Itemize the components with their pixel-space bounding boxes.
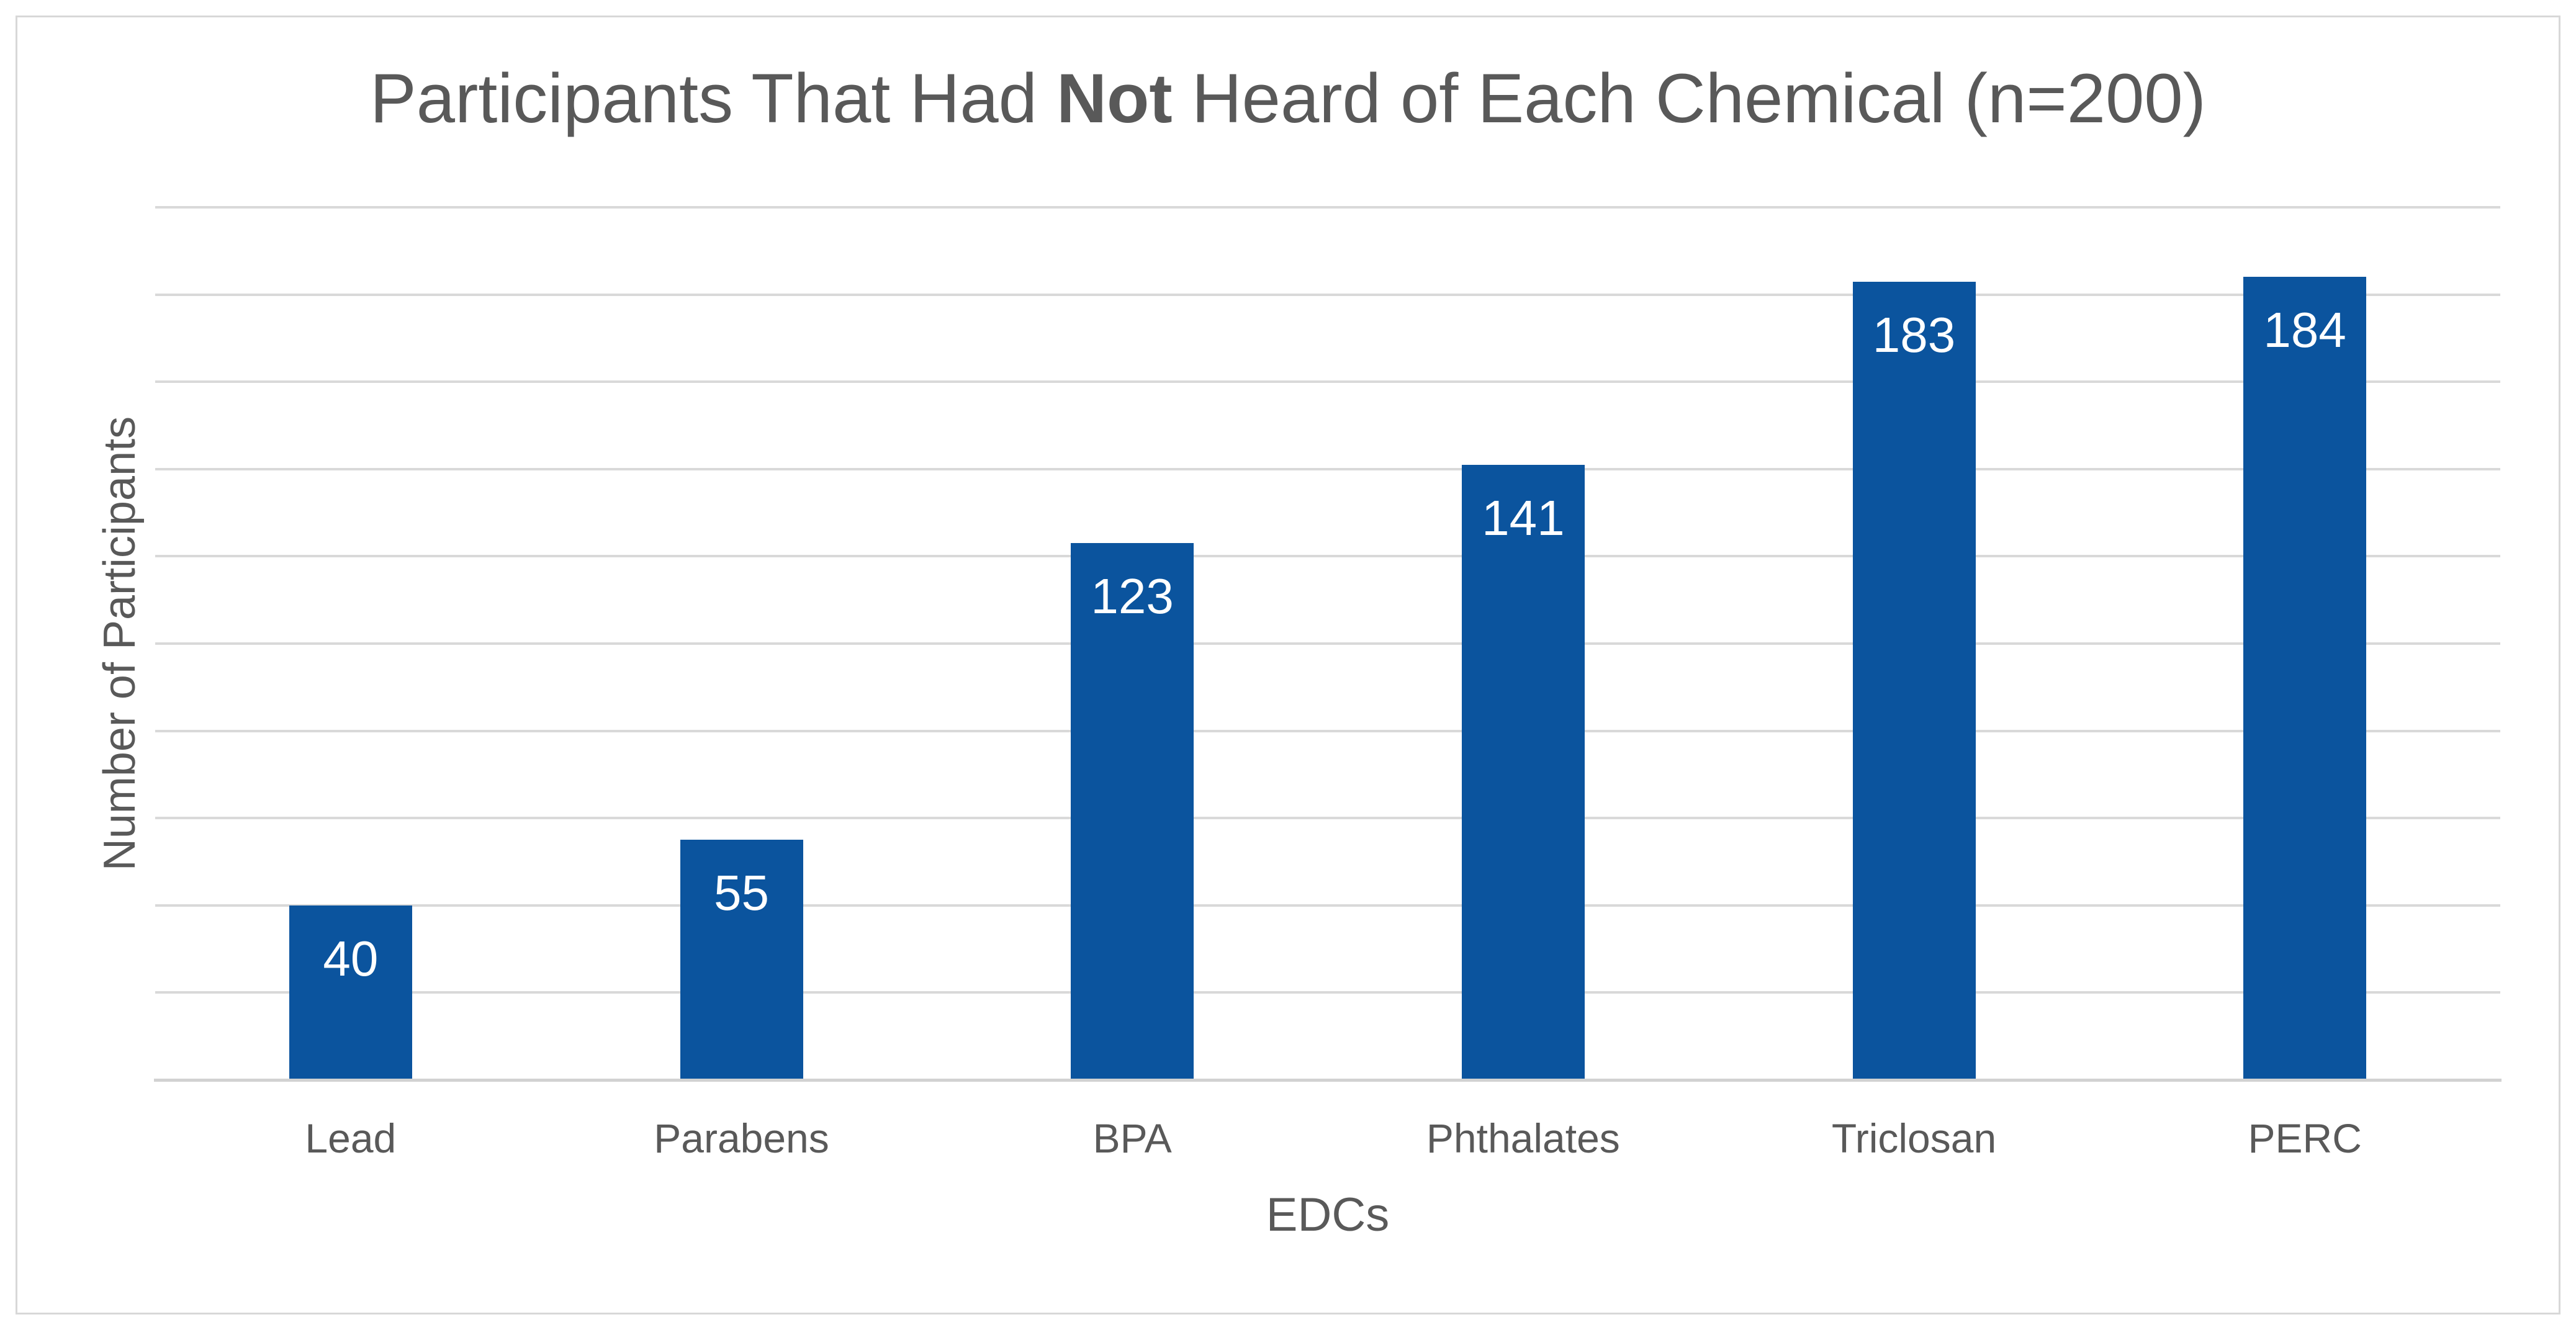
- chart-title-prefix: Participants That Had: [370, 60, 1057, 137]
- data-label-phthalates: 141: [1482, 490, 1565, 546]
- gridline-y-100: [155, 642, 2500, 645]
- data-label-lead: 40: [323, 930, 379, 986]
- chart-title-suffix: Heard of Each Chemical (n=200): [1172, 60, 2206, 137]
- bar-bpa: 123: [1071, 543, 1194, 1080]
- gridline-y-160: [155, 380, 2500, 384]
- gridline-y-60: [155, 817, 2500, 820]
- gridline-y-180: [155, 293, 2500, 296]
- plot-area: 40 55 123 141 183 184: [155, 206, 2500, 1080]
- bar-parabens: 55: [680, 840, 803, 1080]
- x-axis-title: EDCs: [1266, 1188, 1390, 1241]
- gridline-y-120: [155, 555, 2500, 558]
- gridline-y-40: [155, 904, 2500, 907]
- bar-triclosan: 183: [1852, 281, 1976, 1080]
- gridline-y-80: [155, 729, 2500, 732]
- gridline-y-200: [155, 206, 2500, 209]
- category-label-parabens: Parabens: [654, 1115, 829, 1161]
- bar-phthalates: 141: [1461, 464, 1585, 1080]
- y-axis-title: Number of Participants: [94, 416, 145, 871]
- data-label-perc: 184: [2263, 302, 2346, 358]
- data-label-bpa: 123: [1091, 568, 1174, 624]
- category-label-perc: PERC: [2248, 1115, 2362, 1161]
- data-label-triclosan: 183: [1872, 307, 1956, 362]
- x-axis-category-labels: Lead Parabens BPA Phthalates Triclosan PERC: [155, 1114, 2500, 1163]
- chart-title: Participants That Had Not Heard of Each …: [0, 57, 2576, 140]
- bar-lead: 40: [289, 905, 412, 1080]
- category-label-triclosan: Triclosan: [1831, 1115, 1997, 1161]
- chart-title-bold-word: Not: [1056, 60, 1173, 137]
- x-axis-line: [154, 1079, 2502, 1082]
- data-label-parabens: 55: [714, 865, 769, 921]
- category-label-phthalates: Phthalates: [1426, 1115, 1620, 1161]
- chart-border-frame: [16, 16, 2560, 1314]
- category-label-bpa: BPA: [1092, 1115, 1172, 1161]
- gridline-y-140: [155, 467, 2500, 470]
- bar-perc: 184: [2243, 277, 2367, 1080]
- gridline-y-20: [155, 991, 2500, 994]
- category-label-lead: Lead: [305, 1115, 397, 1161]
